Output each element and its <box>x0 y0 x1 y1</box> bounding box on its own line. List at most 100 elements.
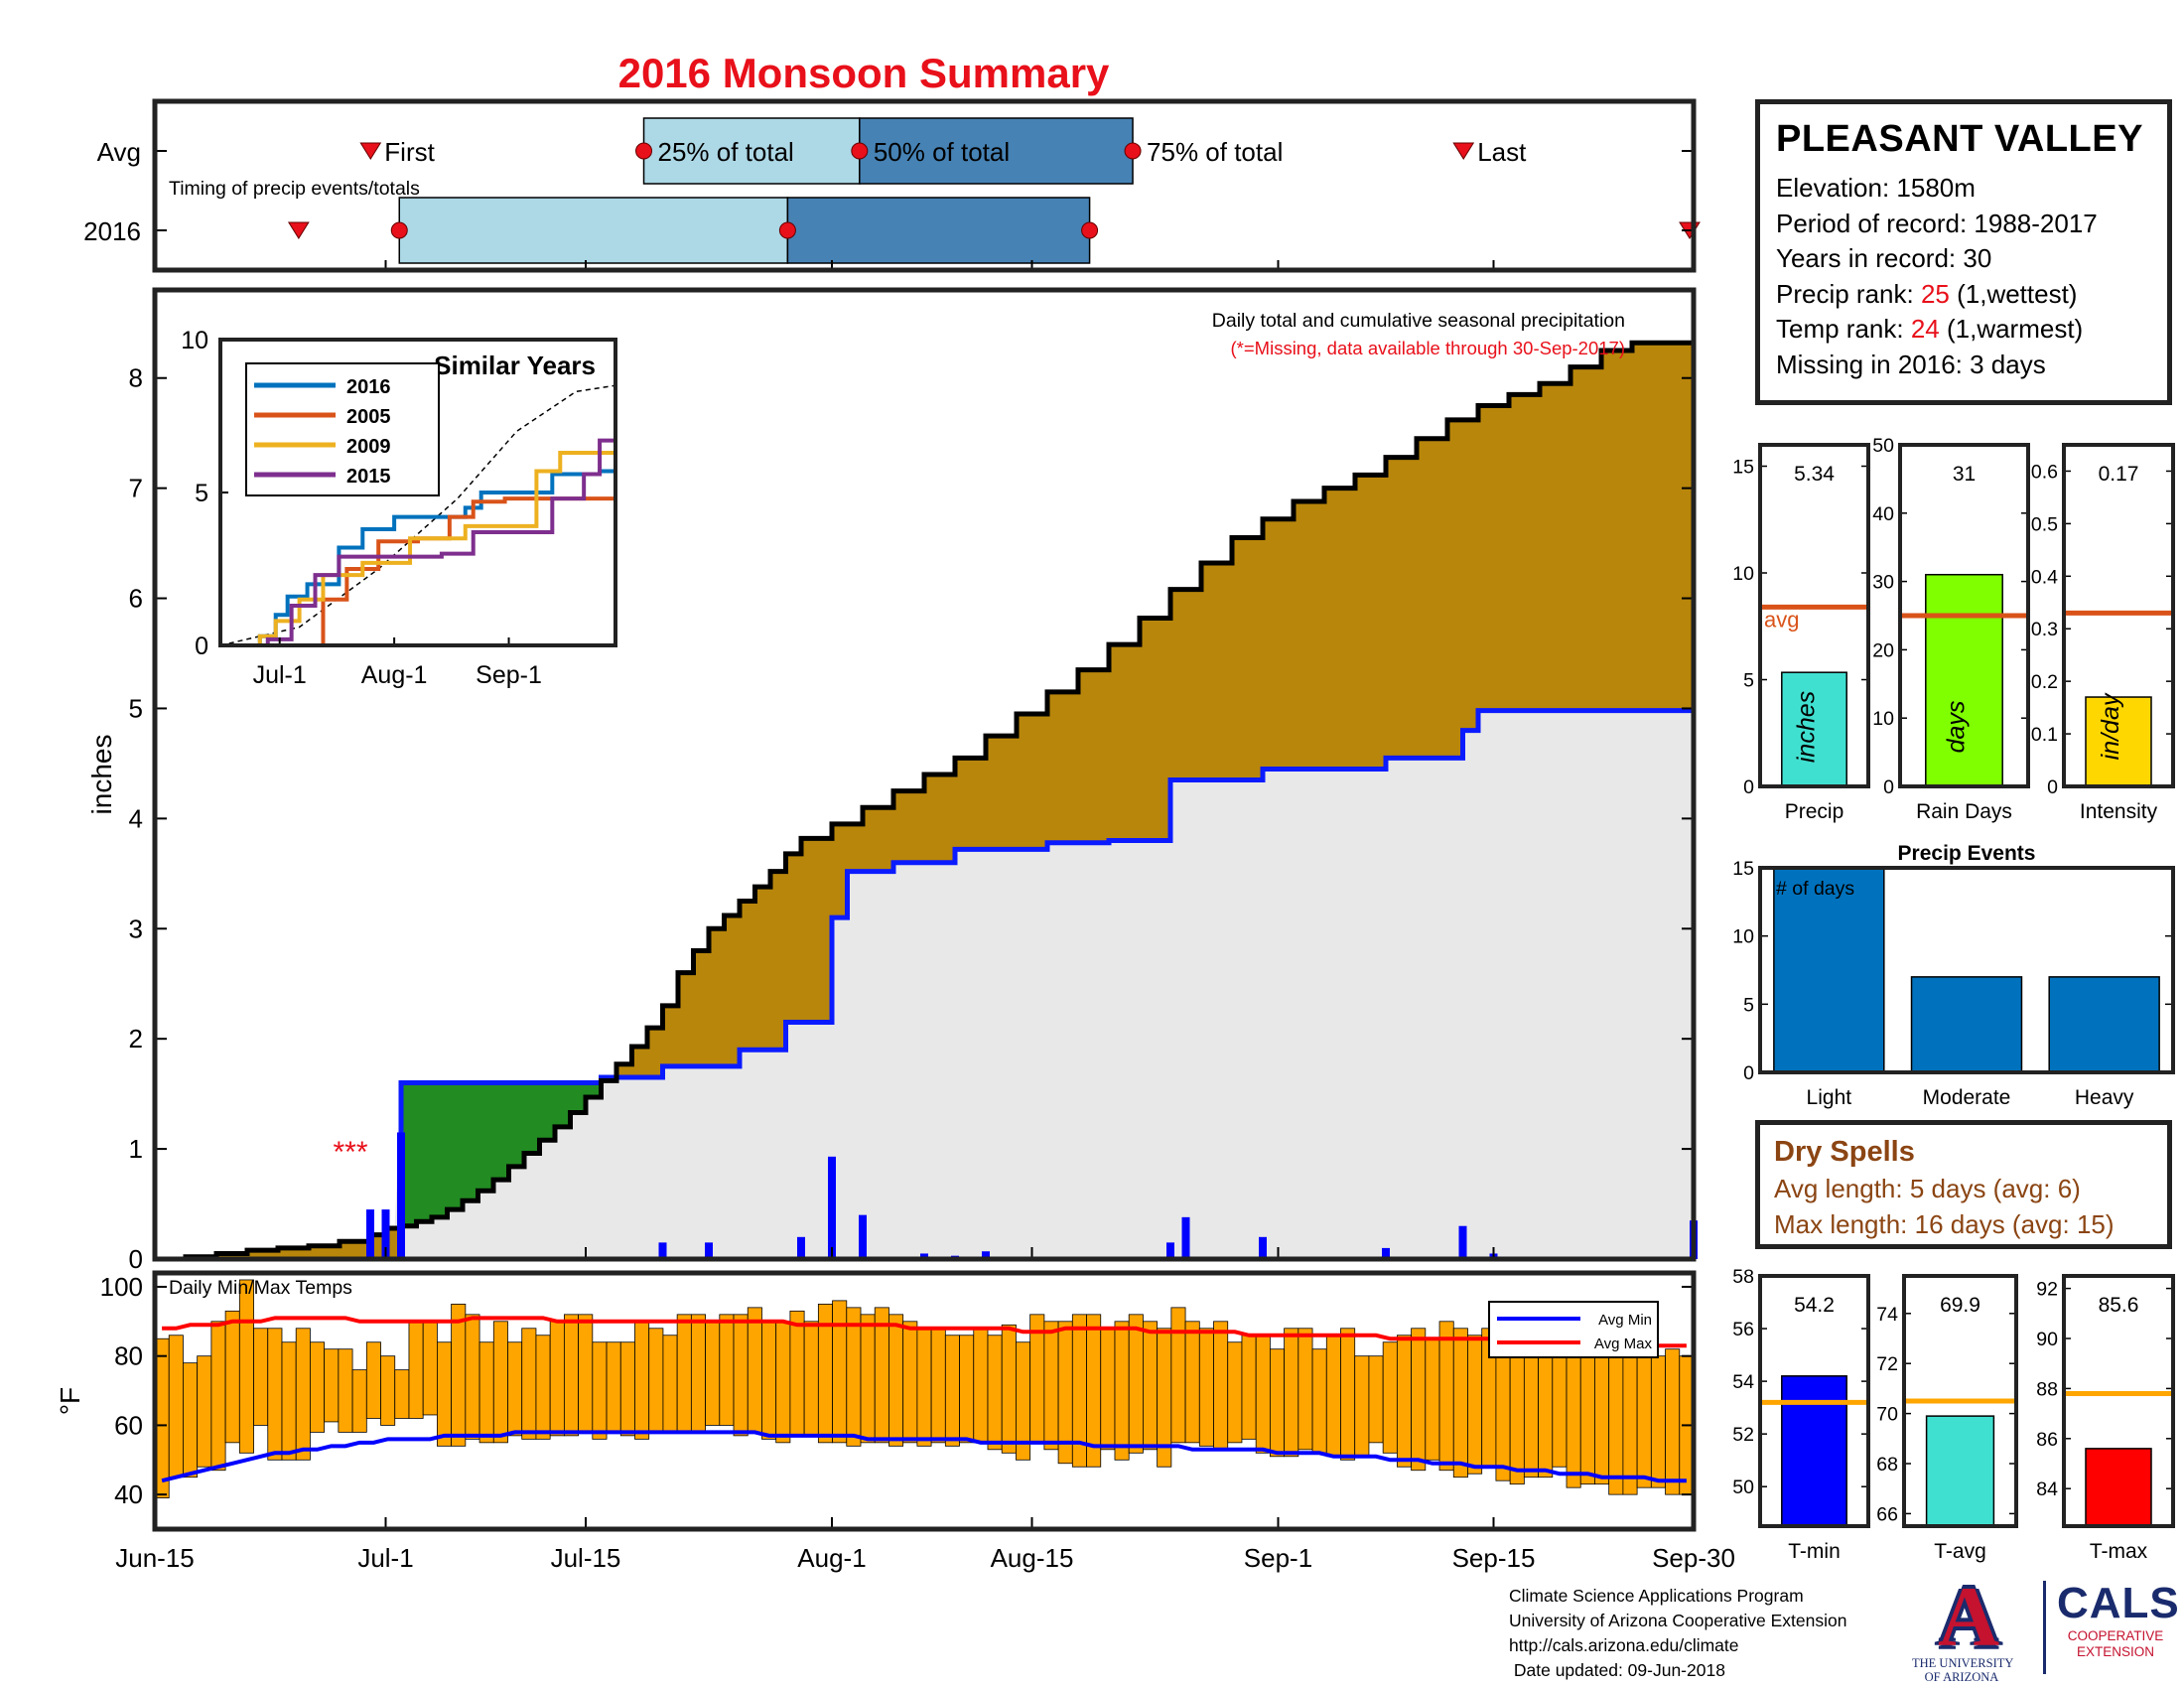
rain-days-y-tick-label: 10 <box>1872 708 1894 730</box>
t-min-frame <box>1758 1274 1870 1528</box>
precip-events-category: Moderate <box>1923 1086 2011 1109</box>
daily-temp-bar <box>606 1341 621 1433</box>
timing-title: Timing of precip events/totals <box>169 178 420 200</box>
precip-total-y-tick-label: 0 <box>1743 776 1754 798</box>
temp-y-tick-label: 80 <box>114 1341 143 1371</box>
timing-row-avg: Avg <box>97 137 141 167</box>
daily-precip-bar <box>1382 1247 1390 1259</box>
precip-events-y-tick-label: 5 <box>1743 994 1754 1016</box>
intensity-y-tick-label: 0.4 <box>2031 566 2058 588</box>
missing-data-marker: *** <box>333 1136 367 1169</box>
precip-total-bar <box>1781 671 1847 787</box>
t-min-bar <box>1781 1375 1847 1527</box>
t-min-y-tick-label: 56 <box>1732 1319 1754 1340</box>
daily-temp-bar <box>338 1348 353 1433</box>
precip-events-category: Light <box>1807 1086 1852 1109</box>
similar-years-average-line <box>219 384 616 646</box>
dry-spells-title: Dry Spells <box>1774 1136 1915 1168</box>
t-avg-bar <box>1925 1415 1995 1527</box>
daily-temp-bar <box>1325 1335 1341 1458</box>
daily-temp-bar <box>422 1321 438 1416</box>
daily-precip-bar <box>920 1253 928 1259</box>
daily-temp-bar <box>578 1314 594 1433</box>
daily-temp-bar <box>789 1310 805 1437</box>
station-elevation: Elevation: 1580m <box>1776 173 1976 203</box>
main-y-tick-label: 4 <box>129 803 143 833</box>
inset-x-tick-label: Aug-1 <box>361 661 428 689</box>
daily-temp-bar <box>1382 1341 1398 1454</box>
daily-temp-bar <box>224 1310 240 1444</box>
daily-precip-bar <box>705 1242 713 1259</box>
rain-days-bar <box>1925 573 2003 787</box>
credit-line-3: http://cals.arizona.edu/climate <box>1509 1635 1739 1655</box>
daily-temp-bar <box>888 1314 904 1447</box>
inset-x-tick-label: Sep-1 <box>476 661 542 689</box>
daily-temp-bar <box>1043 1321 1059 1451</box>
x-axis-date-label: Jul-15 <box>551 1543 621 1573</box>
dry-spells-avg: Avg length: 5 days (avg: 6) <box>1774 1174 2081 1203</box>
intensity-y-tick-label: 0.1 <box>2031 724 2058 746</box>
temp-plot-frame <box>152 1270 1697 1532</box>
daily-temp-bar <box>563 1314 580 1437</box>
daily-temp-bar <box>1438 1321 1454 1472</box>
temp-legend <box>1488 1301 1659 1358</box>
daily-temp-bar <box>1227 1341 1243 1444</box>
logo-divider <box>2043 1581 2046 1674</box>
daily-temp-bar <box>1452 1328 1468 1478</box>
x-axis-date-label: Aug-1 <box>797 1543 866 1573</box>
temp-rank-line: Temp rank: 24 (1,warmest) <box>1776 312 2151 348</box>
avg-q25-marker <box>635 142 653 160</box>
daily-temp-bar <box>1665 1348 1681 1495</box>
timing-q25-label: 25% of total <box>658 137 794 167</box>
daily-temp-bar <box>295 1328 311 1461</box>
x-axis-date-label: Sep-30 <box>1652 1543 1735 1573</box>
daily-temp-bar <box>1114 1321 1130 1461</box>
daily-temp-bar <box>380 1355 396 1426</box>
t-max-y-tick-label: 84 <box>2036 1478 2058 1500</box>
2016-q50-marker <box>778 221 796 239</box>
daily-temp-bar <box>1198 1328 1214 1447</box>
daily-precip-bar <box>982 1251 990 1259</box>
similar-year-line-2015 <box>220 438 615 647</box>
t-avg-y-tick-label: 72 <box>1876 1353 1898 1375</box>
precip-events-annotation: # of days <box>1776 878 1854 900</box>
2016-q25-q50-box <box>398 197 789 264</box>
rain-days-y-tick-label: 40 <box>1872 503 1894 525</box>
precip-events-bar-moderate <box>1910 976 2023 1073</box>
daily-temp-bar <box>507 1341 523 1437</box>
legend-label-2005: 2005 <box>346 406 391 428</box>
main-plot-subtitle: (*=Missing, data available through 30-Se… <box>1231 338 1625 358</box>
daily-temp-bar <box>846 1307 862 1447</box>
credit-line-1: Climate Science Applications Program <box>1509 1586 1804 1606</box>
precip-events-frame <box>1758 866 2175 1074</box>
x-axis-date-label: Jul-1 <box>357 1543 413 1573</box>
temp-y-tick-label: 60 <box>114 1410 143 1440</box>
daily-temp-bar <box>1650 1355 1666 1488</box>
main-y-tick-label: 5 <box>129 693 143 723</box>
main-plot-title: Daily total and cumulative seasonal prec… <box>1212 310 1625 332</box>
avg-q50-q75-box <box>859 117 1134 185</box>
daily-temp-bar <box>592 1341 608 1440</box>
precip-rank-value: 25 <box>1920 278 1950 309</box>
intensity-value: 0.17 <box>2099 463 2139 486</box>
daily-temp-bar <box>1495 1337 1511 1481</box>
station-years: Years in record: 30 <box>1776 243 1992 273</box>
t-min-y-tick-label: 52 <box>1732 1424 1754 1446</box>
daily-temp-bar <box>1100 1328 1116 1451</box>
daily-temp-bar <box>351 1369 367 1433</box>
intensity-unit-label: in/day <box>2097 692 2124 760</box>
daily-temp-bar <box>1622 1341 1638 1495</box>
daily-temp-bar <box>747 1307 762 1433</box>
intensity-y-tick-label: 0.2 <box>2031 671 2058 693</box>
avg-first-marker <box>359 142 382 160</box>
t-max-value: 85.6 <box>2099 1294 2139 1317</box>
daily-temp-bar <box>210 1321 226 1472</box>
daily-temp-bar <box>478 1341 494 1444</box>
t-max-frame <box>2062 1274 2175 1528</box>
daily-temp-bar <box>930 1328 946 1444</box>
station-period: Period of record: 1988-2017 <box>1776 208 2098 238</box>
daily-temp-bar <box>662 1335 678 1433</box>
daily-temp-bar <box>1001 1324 1017 1454</box>
daily-temp-bar <box>1411 1328 1427 1472</box>
daily-temp-bar <box>1396 1335 1412 1468</box>
